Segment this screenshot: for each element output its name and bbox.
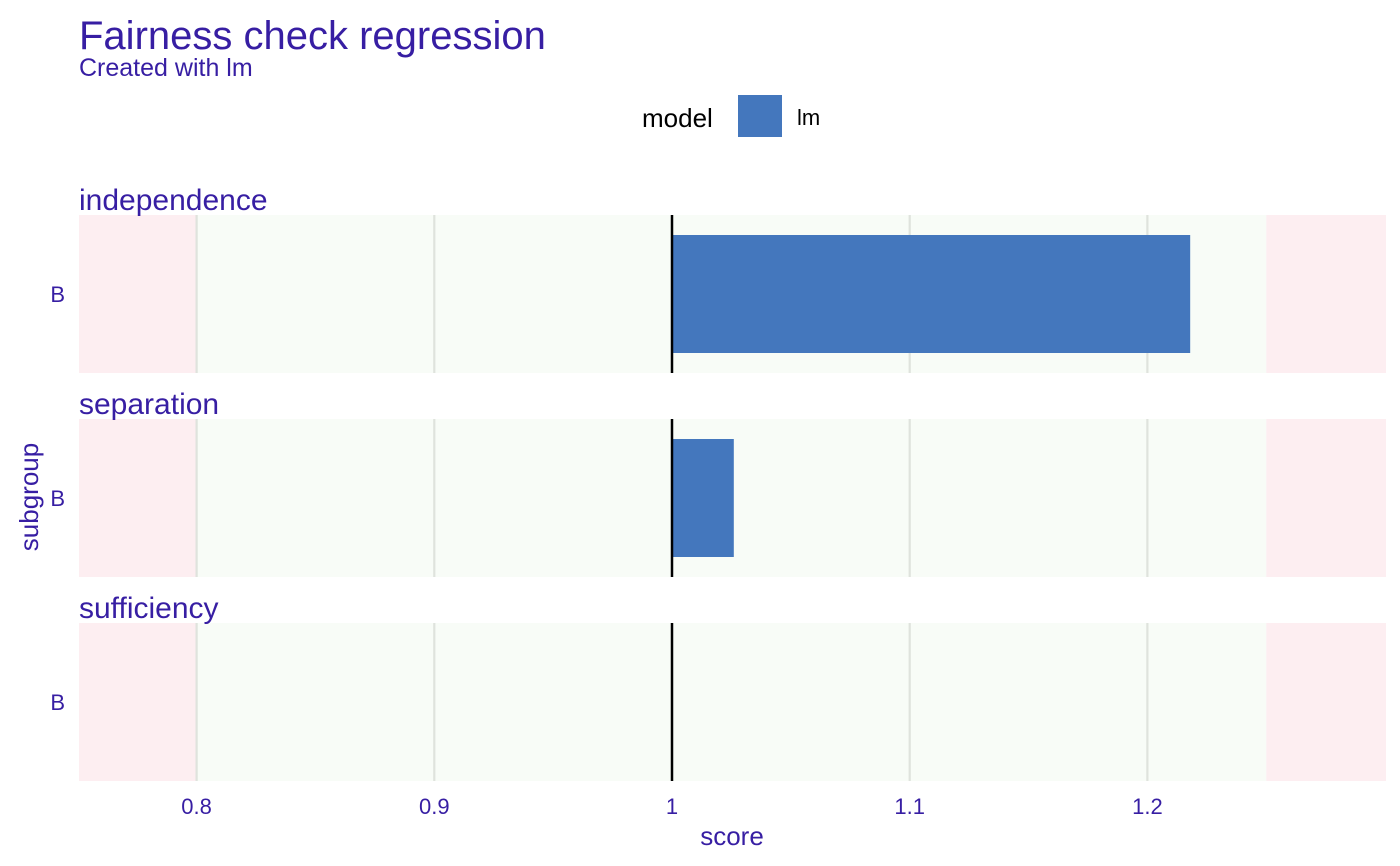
x-tick-label: 0.8 [181,794,212,819]
chart-title: Fairness check regression [79,14,546,58]
unfair-zone-right [1266,623,1386,781]
bars [672,235,1191,557]
legend: model lm [642,95,820,137]
facet-label-sufficiency: sufficiency [79,592,219,625]
y-tick-label: B [50,282,65,307]
unfair-zone-left [79,623,197,781]
chart-subtitle: Created with lm [79,54,253,82]
unfair-zone-left [79,215,197,373]
facet-panel-sufficiency: sufficiency B [50,592,1386,781]
x-tick-label: 0.9 [419,794,450,819]
unfair-zone-right [1266,215,1386,373]
facet-label-independence: independence [79,184,268,217]
bar-independence-lm [672,235,1191,353]
facet-label-separation: separation [79,388,219,421]
x-tick-label: 1.1 [894,794,925,819]
unfair-zone-right [1266,419,1386,577]
legend-label-lm: lm [797,105,820,130]
legend-title: model [642,103,713,133]
unfair-zone-left [79,419,197,577]
y-tick-label: B [50,486,65,511]
legend-swatch-lm [738,95,782,137]
x-axis-ticks: 0.8 0.9 1 1.1 1.2 [181,794,1162,819]
x-axis-title: score [700,821,764,851]
x-tick-label: 1.2 [1132,794,1163,819]
x-tick-label: 1 [666,794,678,819]
bar-separation-lm [672,439,734,557]
y-tick-label: B [50,690,65,715]
y-axis-title: subgroup [14,443,44,551]
fair-zone [196,623,1267,781]
